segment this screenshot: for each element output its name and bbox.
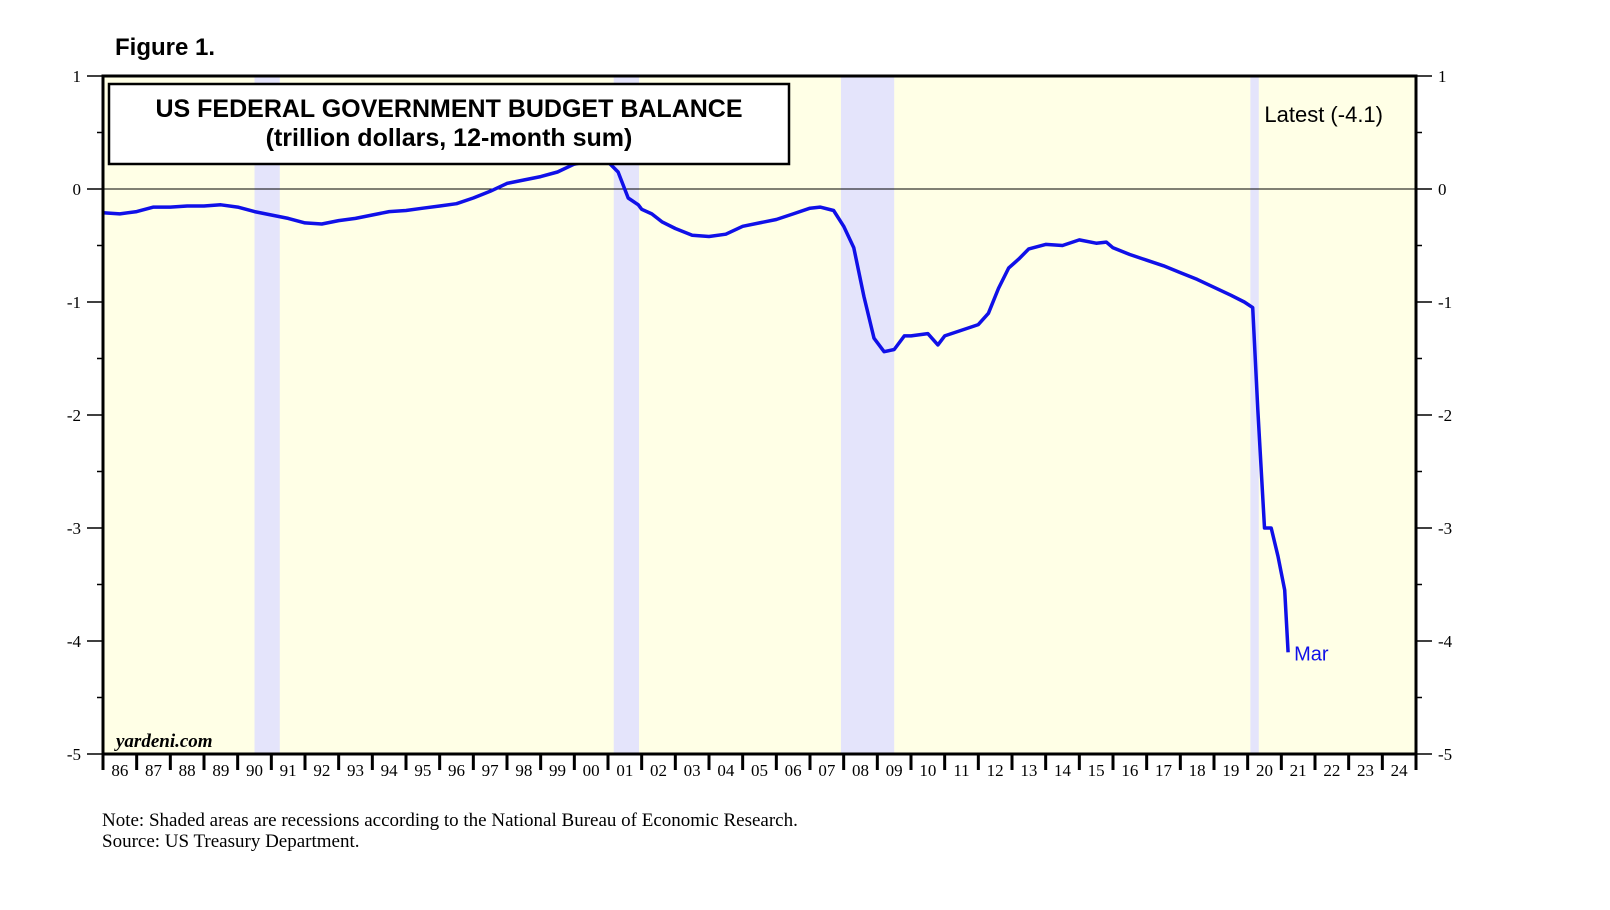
plot-background xyxy=(103,76,1416,754)
x-tick-label: 15 xyxy=(1088,761,1105,780)
end-label: Mar xyxy=(1294,643,1329,665)
x-tick-label: 06 xyxy=(785,761,802,780)
series-line xyxy=(102,156,1290,653)
x-tick-label: 99 xyxy=(549,761,566,780)
x-tick-label: 98 xyxy=(515,761,532,780)
x-tick-label: 88 xyxy=(179,761,196,780)
chart-title: US FEDERAL GOVERNMENT BUDGET BALANCE xyxy=(155,95,742,123)
y-tick-label-right: -2 xyxy=(1438,406,1452,425)
x-tick-label: 86 xyxy=(111,761,128,780)
x-tick-label: 24 xyxy=(1391,761,1409,780)
x-tick-label: 00 xyxy=(583,761,600,780)
note-source: Source: US Treasury Department. xyxy=(102,831,360,852)
x-tick-label: 90 xyxy=(246,761,263,780)
x-tick-label: 05 xyxy=(751,761,768,780)
x-tick-label: 92 xyxy=(313,761,330,780)
y-tick-label-left: -2 xyxy=(67,406,81,425)
x-tick-label: 23 xyxy=(1357,761,1374,780)
y-axes: -5 -5 -4 -4 -3 -3 -2 -2 -1 -1 0 0 1 1 xyxy=(67,67,1453,764)
x-tick-label: 18 xyxy=(1189,761,1206,780)
figure-label: Figure 1. xyxy=(115,34,216,61)
x-tick-label: 10 xyxy=(919,761,936,780)
recession-band xyxy=(1250,76,1259,754)
x-tick-label: 17 xyxy=(1155,761,1173,780)
y-tick-label-right: 0 xyxy=(1438,180,1447,199)
x-tick-label: 21 xyxy=(1290,761,1307,780)
x-tick-label: 01 xyxy=(616,761,633,780)
x-tick-label: 89 xyxy=(212,761,229,780)
y-tick-label-right: -4 xyxy=(1438,632,1453,651)
x-tick-label: 96 xyxy=(448,761,465,780)
x-tick-label: 93 xyxy=(347,761,364,780)
x-tick-label: 13 xyxy=(1020,761,1037,780)
x-tick-label: 03 xyxy=(684,761,701,780)
series-layer xyxy=(102,156,1290,653)
x-tick-label: 07 xyxy=(818,761,836,780)
notes: Note: Shaded areas are recessions accord… xyxy=(102,810,798,852)
x-tick-label: 04 xyxy=(717,761,735,780)
x-tick-label: 02 xyxy=(650,761,667,780)
x-tick-label: 16 xyxy=(1121,761,1138,780)
x-tick-label: 91 xyxy=(280,761,297,780)
x-tick-label: 87 xyxy=(145,761,163,780)
x-tick-label: 22 xyxy=(1323,761,1340,780)
x-tick-label: 19 xyxy=(1222,761,1239,780)
x-tick-label: 14 xyxy=(1054,761,1072,780)
y-tick-label-right: -1 xyxy=(1438,293,1452,312)
watermark: yardeni.com xyxy=(114,731,213,752)
note-recession: Note: Shaded areas are recessions accord… xyxy=(102,810,798,831)
y-tick-label-right: 1 xyxy=(1438,67,1447,86)
title-box-frame xyxy=(107,82,791,166)
chart-subtitle: (trillion dollars, 12-month sum) xyxy=(266,124,633,152)
recession-band xyxy=(840,76,895,754)
x-tick-label: 11 xyxy=(953,761,969,780)
x-tick-label: 12 xyxy=(987,761,1004,780)
x-axis: 86 87 88 89 90 91 92 93 94 95 96 97 98 99 00 01 02 03 04 05… xyxy=(101,754,1418,780)
title-box: US FEDERAL GOVERNMENT BUDGET BALANCE (tr… xyxy=(107,82,791,166)
recession-band xyxy=(254,76,280,754)
y-tick-label-left: -4 xyxy=(67,632,82,651)
x-tick-label: 08 xyxy=(852,761,869,780)
y-tick-label-left: -3 xyxy=(67,519,81,538)
y-tick-label-left: -1 xyxy=(67,293,81,312)
x-tick-label: 20 xyxy=(1256,761,1273,780)
y-tick-label-right: -5 xyxy=(1438,745,1452,764)
y-tick-label-left: 1 xyxy=(73,67,82,86)
y-tick-label-left: -5 xyxy=(67,745,81,764)
y-tick-label-right: -3 xyxy=(1438,519,1452,538)
x-tick-label: 97 xyxy=(482,761,500,780)
recession-band xyxy=(613,76,639,754)
x-tick-label: 94 xyxy=(381,761,399,780)
y-tick-label-left: 0 xyxy=(73,180,82,199)
x-tick-label: 95 xyxy=(414,761,431,780)
x-tick-label: 09 xyxy=(886,761,903,780)
latest-value-label: Latest (-4.1) xyxy=(1264,102,1383,127)
